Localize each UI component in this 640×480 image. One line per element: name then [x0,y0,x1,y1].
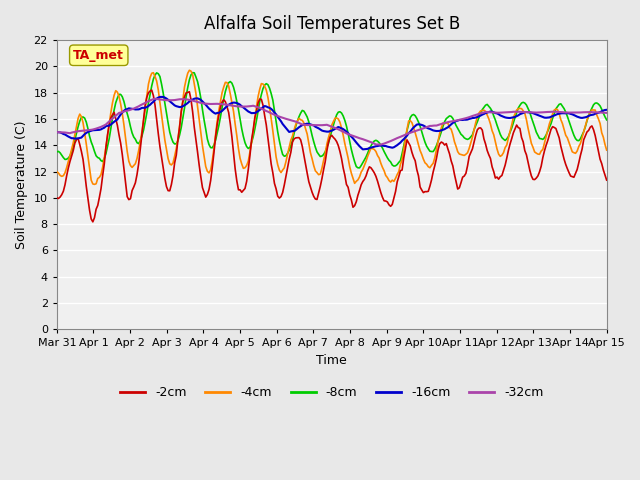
X-axis label: Time: Time [316,354,347,367]
Title: Alfalfa Soil Temperatures Set B: Alfalfa Soil Temperatures Set B [204,15,460,33]
Y-axis label: Soil Temperature (C): Soil Temperature (C) [15,120,28,249]
Text: TA_met: TA_met [74,49,124,62]
Legend: -2cm, -4cm, -8cm, -16cm, -32cm: -2cm, -4cm, -8cm, -16cm, -32cm [115,381,548,404]
